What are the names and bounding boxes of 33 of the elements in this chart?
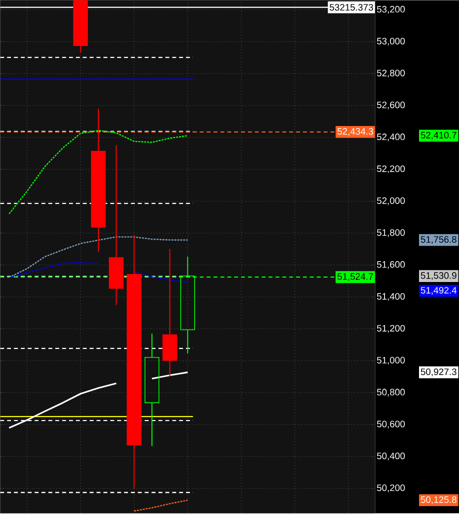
y-tick-label: 51,400 <box>376 293 405 301</box>
candlestick <box>162 248 178 377</box>
y-tick-label: 51,000 <box>376 356 405 365</box>
y-tick-label: 50,800 <box>376 388 405 397</box>
ref-line-label: 52,434.3 <box>337 128 374 136</box>
y-tick-label: 50,400 <box>376 452 405 460</box>
text: 50,927.3 <box>420 368 456 376</box>
y-tick-label: 51,600 <box>376 261 405 269</box>
text: 51,492.4 <box>420 286 457 295</box>
y-tick-label: 52,800 <box>376 70 405 78</box>
y-tick-label: 53,000 <box>376 38 405 46</box>
candlestick <box>144 333 160 447</box>
y-tick-label: 52,200 <box>376 165 405 174</box>
y-tick-label: 50,200 <box>376 484 405 492</box>
candlestick <box>108 144 124 306</box>
y-tick-label: 52,600 <box>376 102 405 110</box>
y-tick-label: 52,400 <box>376 134 405 142</box>
y-tick-label: 51,800 <box>376 229 405 237</box>
ref-line-label: 53215.373 <box>330 4 374 11</box>
y-tick-label: 50,600 <box>376 420 405 428</box>
line-series <box>8 130 188 214</box>
ref-line-label: 51,524.7 <box>337 273 373 281</box>
y-tick-label: 52,000 <box>376 197 405 206</box>
text: 50,125.8 <box>420 496 456 504</box>
candlestick <box>126 234 142 490</box>
text: 51,756.8 <box>420 236 456 244</box>
y-tick-label: 53,200 <box>376 6 405 14</box>
line-series <box>8 236 188 278</box>
text: 52,410.7 <box>420 132 456 140</box>
text: 51,530.9 <box>420 272 456 280</box>
line-series <box>134 500 188 512</box>
candlestick <box>91 108 106 252</box>
y-tick-label: 51,200 <box>376 324 405 333</box>
